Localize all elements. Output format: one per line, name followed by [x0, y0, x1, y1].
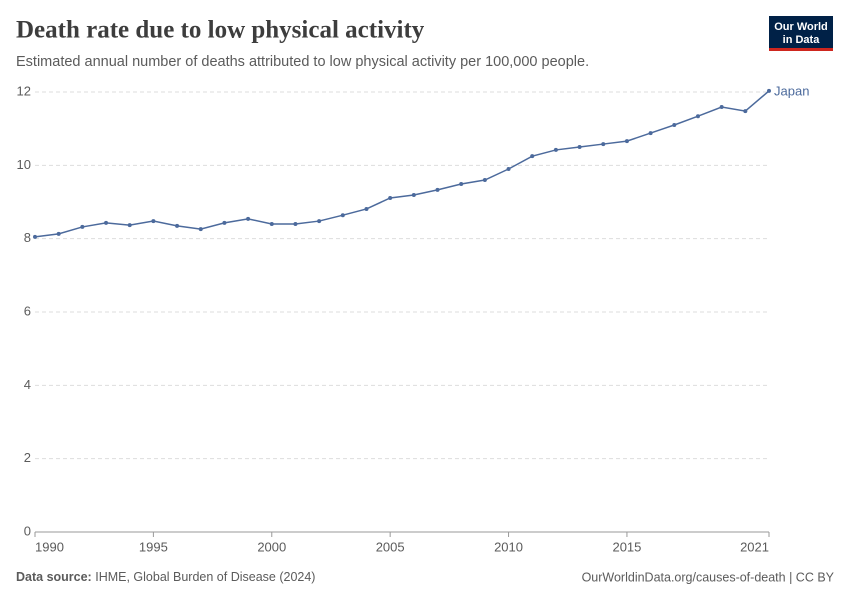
point	[340, 213, 345, 218]
point	[672, 123, 677, 127]
point	[743, 109, 748, 114]
x-tick-label: 1995	[139, 539, 168, 554]
logo-text: Our World	[774, 21, 828, 33]
point	[56, 231, 61, 236]
point	[624, 139, 629, 144]
logo-box	[769, 16, 833, 50]
x-tick-label: 2021	[740, 539, 769, 554]
x-tick-label: 2005	[376, 539, 405, 554]
point	[293, 222, 298, 226]
chart-title: Death rate due to low physical activity	[16, 17, 425, 44]
y-tick-label: 2	[24, 450, 31, 465]
source-text: IHME, Global Burden of Disease (2024)	[95, 570, 315, 584]
source-label: Data source:	[16, 570, 92, 584]
point	[482, 178, 487, 182]
logo[interactable]: Our World in Data	[769, 16, 833, 51]
x-tick-label: 1990	[35, 539, 64, 554]
point	[33, 234, 37, 239]
point	[648, 131, 653, 136]
footer-link[interactable]: OurWorldinData.org/causes-of-death | CC …	[582, 570, 835, 584]
x-tick-label: 2010	[494, 539, 523, 554]
logo-bar	[769, 48, 833, 51]
point	[577, 145, 582, 149]
point	[198, 227, 203, 232]
x-tick-label: 2015	[612, 539, 641, 554]
point	[269, 222, 274, 226]
point	[435, 187, 440, 192]
point	[411, 193, 416, 198]
legend-label: Japan	[774, 83, 809, 98]
point	[364, 206, 369, 211]
point	[222, 220, 227, 225]
point	[530, 154, 535, 159]
point	[104, 220, 109, 225]
point	[767, 88, 771, 93]
point	[151, 219, 156, 224]
point	[601, 142, 606, 147]
point	[459, 182, 464, 187]
point	[127, 223, 132, 228]
point	[246, 216, 251, 221]
point	[695, 114, 700, 119]
point	[553, 147, 558, 152]
point	[80, 224, 85, 229]
chart-subtitle: Estimated annual number of deaths attrib…	[16, 54, 589, 70]
x-tick-label: 2000	[257, 539, 286, 554]
point	[175, 223, 180, 228]
footer-source: Data source: IHME, Global Burden of Dise…	[16, 570, 315, 584]
logo-text: in Data	[783, 34, 821, 46]
point	[388, 195, 393, 200]
point	[719, 105, 724, 110]
series-line	[34, 90, 770, 238]
y-tick-label: 8	[24, 230, 31, 245]
y-tick-label: 0	[24, 523, 31, 538]
y-tick-label: 4	[24, 377, 31, 392]
y-tick-label: 6	[24, 303, 31, 318]
y-tick-label: 10	[17, 157, 31, 172]
point	[317, 219, 322, 224]
point	[506, 167, 511, 171]
y-tick-label: 12	[17, 83, 31, 98]
